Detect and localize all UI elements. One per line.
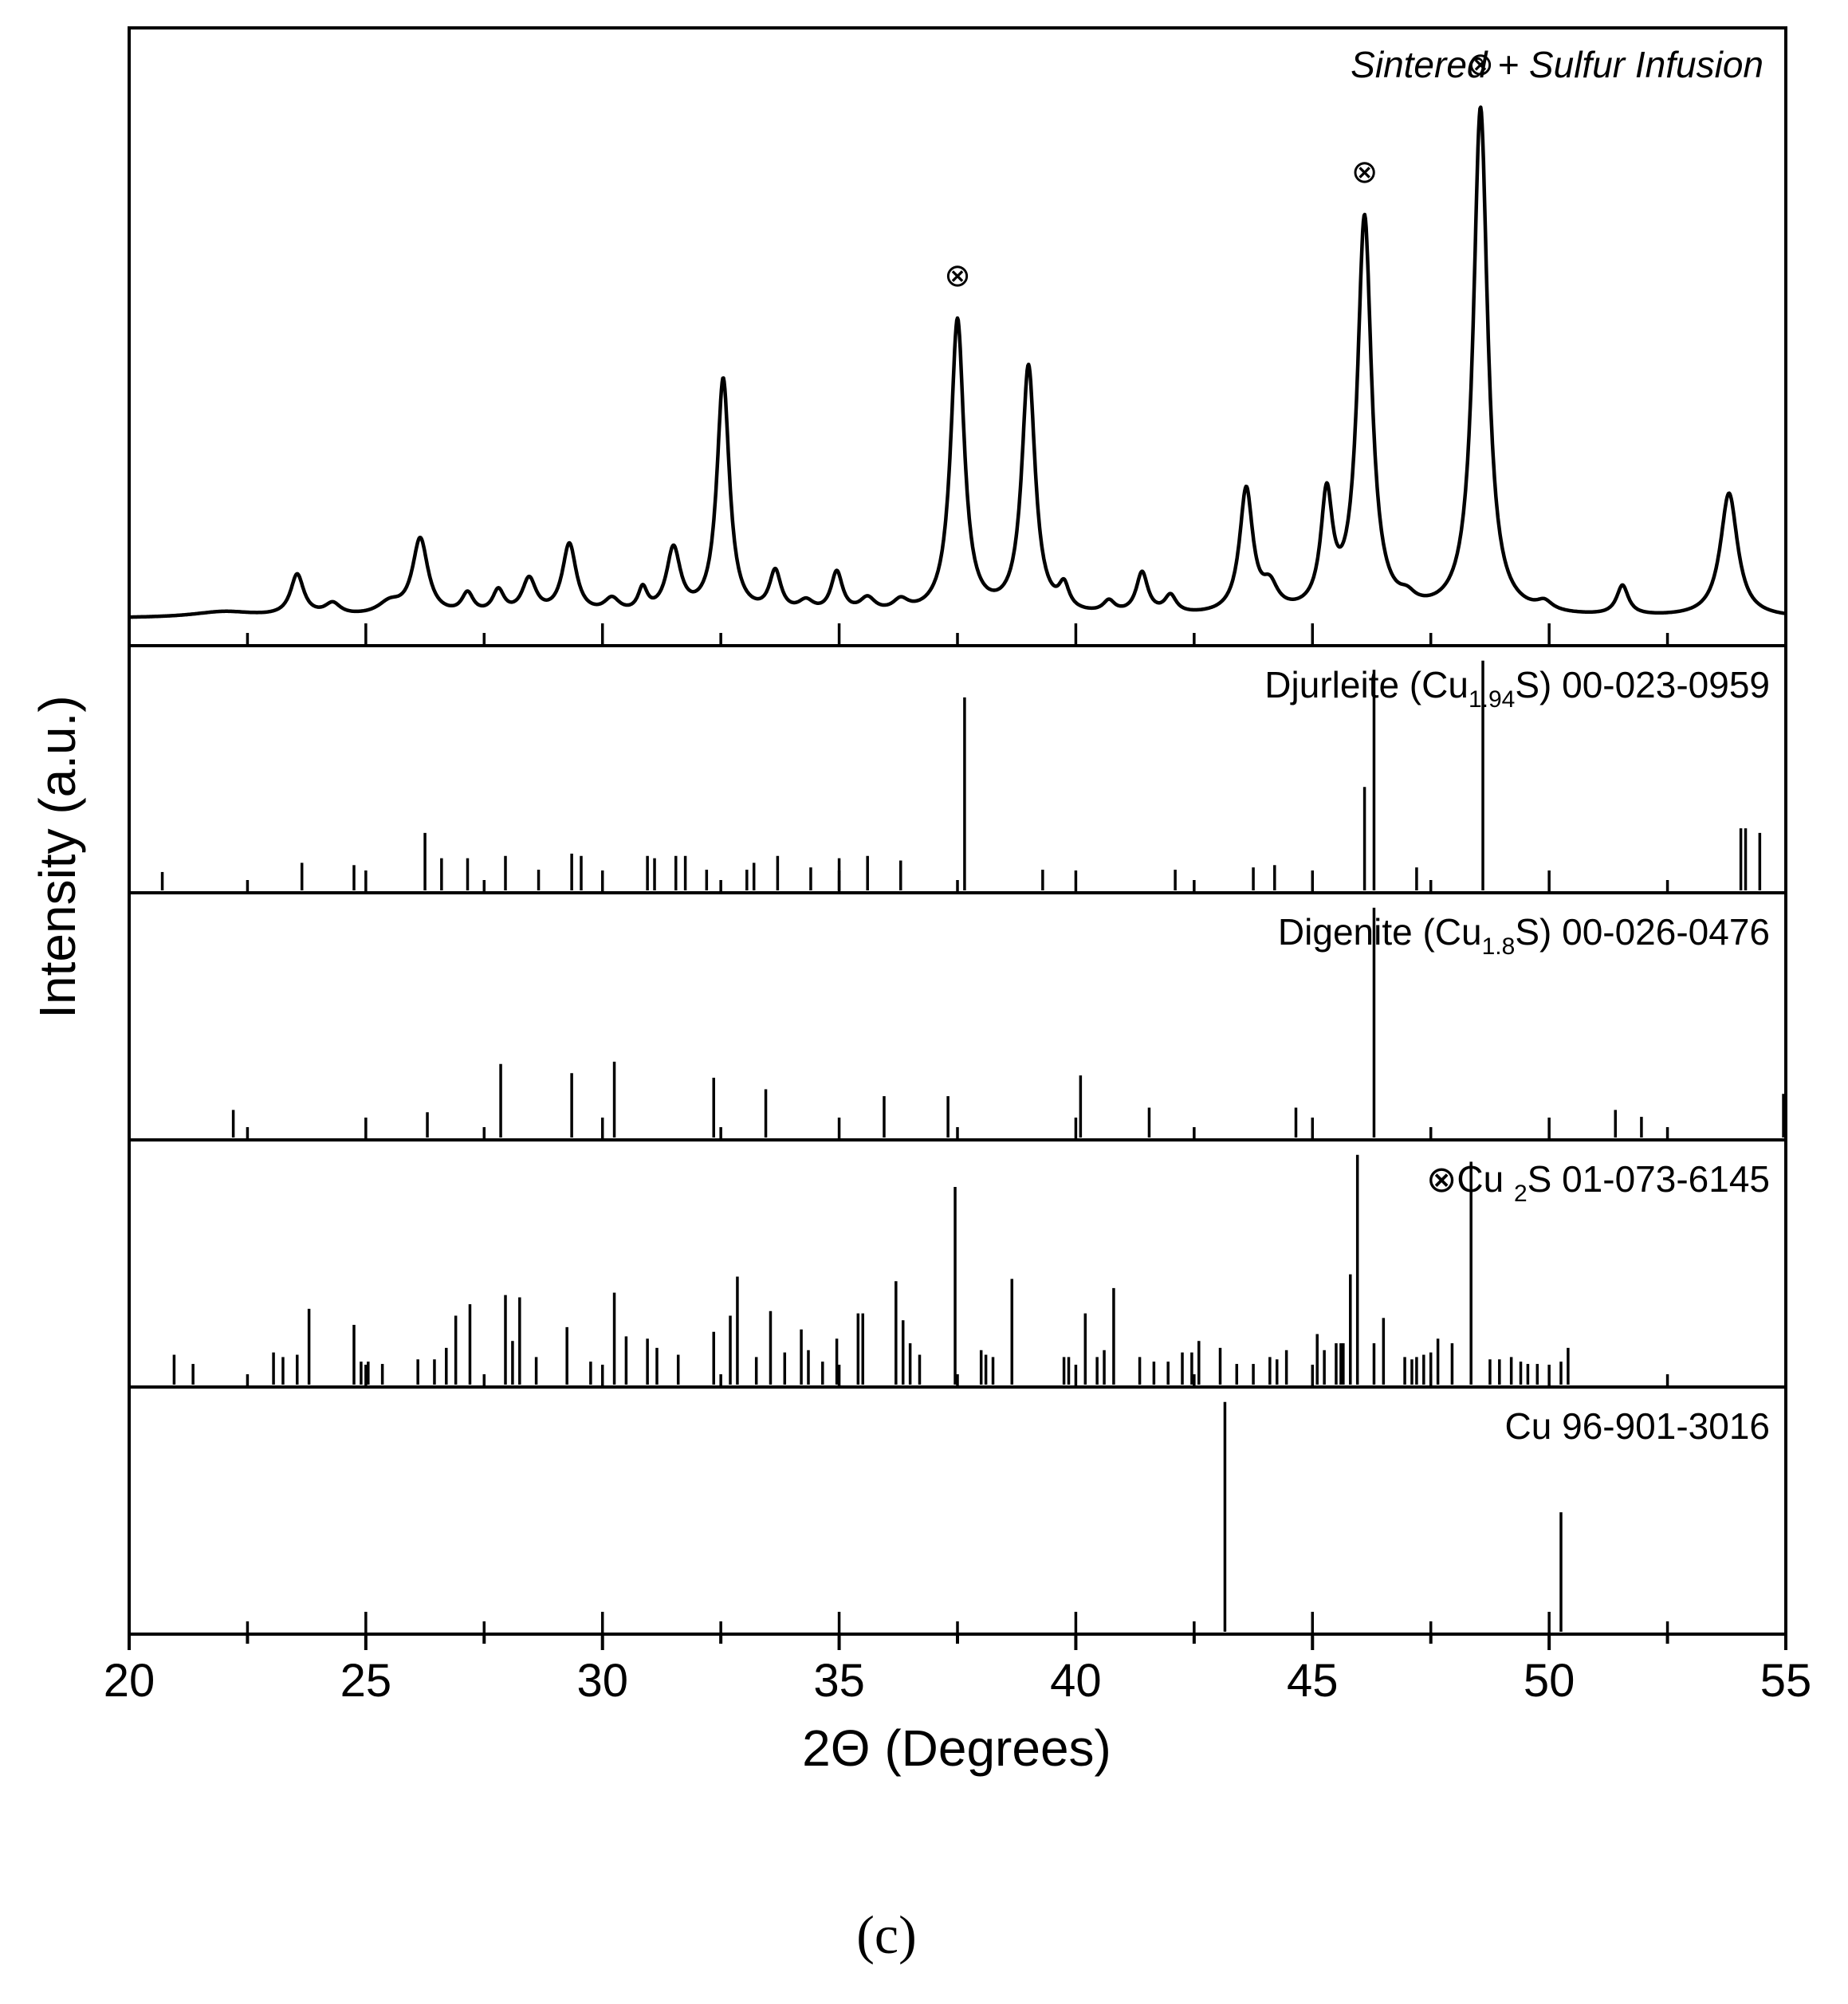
panel-label: Digenite (Cu1.8S) 00-026-0476 [1278,911,1770,960]
figure-caption: (c) [856,1904,916,1965]
x-tick-label: 45 [1287,1655,1339,1707]
sample-pattern-line [128,105,1787,619]
x-tick-label: 50 [1524,1655,1575,1707]
x-axis-ticks: 20 25 30 35 40 45 50 55 [104,1634,1812,1707]
x-tick-label: 55 [1760,1655,1812,1707]
panel-label: Djurleite (Cu1.94S) 00-023-0959 [1264,664,1770,713]
x-tick-label: 35 [813,1655,865,1707]
label-text: Cu 96-901-3016 [1505,1405,1770,1447]
label-text: Djurleite (Cu [1264,664,1469,705]
panel-sample: ⊗⊗⊗Sintered + Sulfur Infusion [128,44,1787,646]
panel-cu: Cu 96-901-3016 [128,1401,1787,1634]
label-text: S) 00-026-0476 [1515,911,1770,953]
y-axis-title: Intensity (a.u.) [29,695,86,1019]
x-tick-label: 30 [576,1655,628,1707]
label-subscript: 2 [1514,1181,1528,1207]
x-tick-label: 40 [1050,1655,1102,1707]
x-tick-label: 20 [104,1655,155,1707]
phase-marker-symbol: ⊗ [944,258,971,293]
label-text: ⊗Cu [1426,1158,1514,1200]
x-tick-label: 25 [340,1655,392,1707]
label-text: S 01-073-6145 [1528,1158,1770,1200]
panel-label: Sintered + Sulfur Infusion [1351,44,1763,85]
label-text: S) 00-023-0959 [1515,664,1770,705]
panel-label: ⊗Cu 2S 01-073-6145 [1426,1158,1770,1207]
label-subscript: 1.94 [1469,686,1515,713]
panel-label: Cu 96-901-3016 [1505,1405,1770,1447]
phase-marker-symbol: ⊗ [1351,155,1378,190]
label-text: Digenite (Cu [1278,911,1482,953]
plot-frame [128,26,1787,1636]
label-subscript: 1.8 [1482,933,1516,960]
phase-marker-symbol: ⊗ [1467,47,1494,82]
panel-djurleite: Djurleite (Cu1.94S) 00-023-0959 [128,660,1787,893]
x-axis-title: 2Θ (Degrees) [802,1719,1111,1777]
panel-cu2s: ⊗Cu 2S 01-073-6145 [128,1154,1787,1387]
panel-digenite: Digenite (Cu1.8S) 00-026-0476 [128,907,1787,1140]
